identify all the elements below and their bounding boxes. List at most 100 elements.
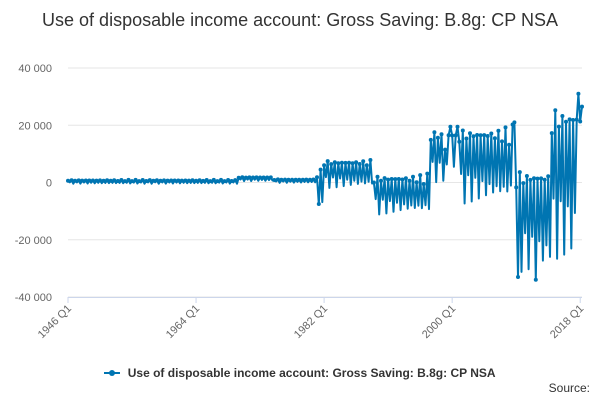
data-point [240,175,245,180]
data-point [254,175,259,180]
data-point [580,104,584,109]
data-point [279,177,284,182]
data-point [489,131,494,136]
data-point [165,178,170,183]
data-point [300,177,305,182]
series-markers [66,91,584,282]
data-point [578,119,583,124]
data-point [151,178,156,183]
data-point [197,178,202,183]
data-point [549,131,554,136]
data-point [539,176,544,181]
data-point [354,160,359,165]
data-point [322,163,327,168]
legend[interactable]: Use of disposable income account: Gross … [0,366,600,380]
y-tick-label: -20 000 [15,235,52,247]
data-point [485,134,490,138]
legend-swatch [104,369,121,376]
data-point [464,136,469,141]
data-point [435,135,440,140]
data-point [386,177,391,182]
data-point [516,275,520,279]
y-tick-label: -40 000 [15,292,52,304]
data-point [339,160,344,165]
data-point [73,178,78,183]
data-point [158,178,163,183]
data-point [371,180,376,185]
x-tick-label: 1946 Q1 [36,303,74,341]
data-point [261,175,266,180]
data-point [316,202,321,206]
data-point [208,179,213,184]
data-point [492,136,497,141]
data-point [393,177,398,182]
data-point [507,142,512,147]
x-tick-label: 1982 Q1 [292,303,330,341]
data-point [286,177,291,182]
data-point [521,181,526,186]
data-point [468,131,472,136]
data-point [105,178,110,183]
x-tick-label: 1964 Q1 [164,303,202,341]
data-point [503,125,508,130]
data-point [443,147,448,152]
data-point [194,178,199,183]
data-point [375,174,380,179]
data-point [94,178,99,183]
data-point [297,177,302,182]
data-point [496,128,501,133]
data-point [201,178,206,183]
data-point [414,180,419,185]
data-point [471,134,476,139]
data-point [115,179,120,183]
data-point [364,163,369,168]
data-point [101,178,106,183]
data-point [66,178,70,183]
data-point [98,178,102,183]
x-tick-label: 2000 Q1 [420,303,458,341]
data-point [512,120,517,125]
data-point [304,177,309,182]
data-point [421,182,426,186]
data-point [265,175,270,180]
data-point [144,179,149,183]
data-point [500,139,504,144]
data-point [439,132,444,137]
data-point [108,178,113,183]
data-point [87,178,92,183]
data-point [119,178,124,182]
data-point [80,178,85,183]
data-point [258,175,263,180]
data-point [396,177,401,181]
data-point [211,177,216,182]
data-point [564,119,568,124]
data-point [251,175,255,180]
data-point [336,161,341,166]
data-point [318,167,323,172]
y-tick-label: 20 000 [18,120,52,132]
data-point [126,177,131,182]
data-point [450,133,455,138]
data-point [315,175,319,180]
data-point [293,177,298,182]
data-point [222,179,227,184]
data-point [428,137,433,142]
data-point [325,159,330,164]
data-point [272,178,277,182]
data-point [368,158,373,162]
data-point [571,118,576,122]
data-point [169,178,174,183]
data-point [147,178,152,183]
data-point [186,178,191,183]
data-point [475,133,480,137]
data-point [290,177,295,182]
data-point [524,174,529,178]
data-point [546,174,551,179]
series-line[interactable] [67,92,583,281]
data-point [514,185,519,190]
x-tick-label: 2018 Q1 [548,303,586,341]
data-point [204,178,209,182]
data-point [517,170,522,175]
data-point [247,175,252,180]
